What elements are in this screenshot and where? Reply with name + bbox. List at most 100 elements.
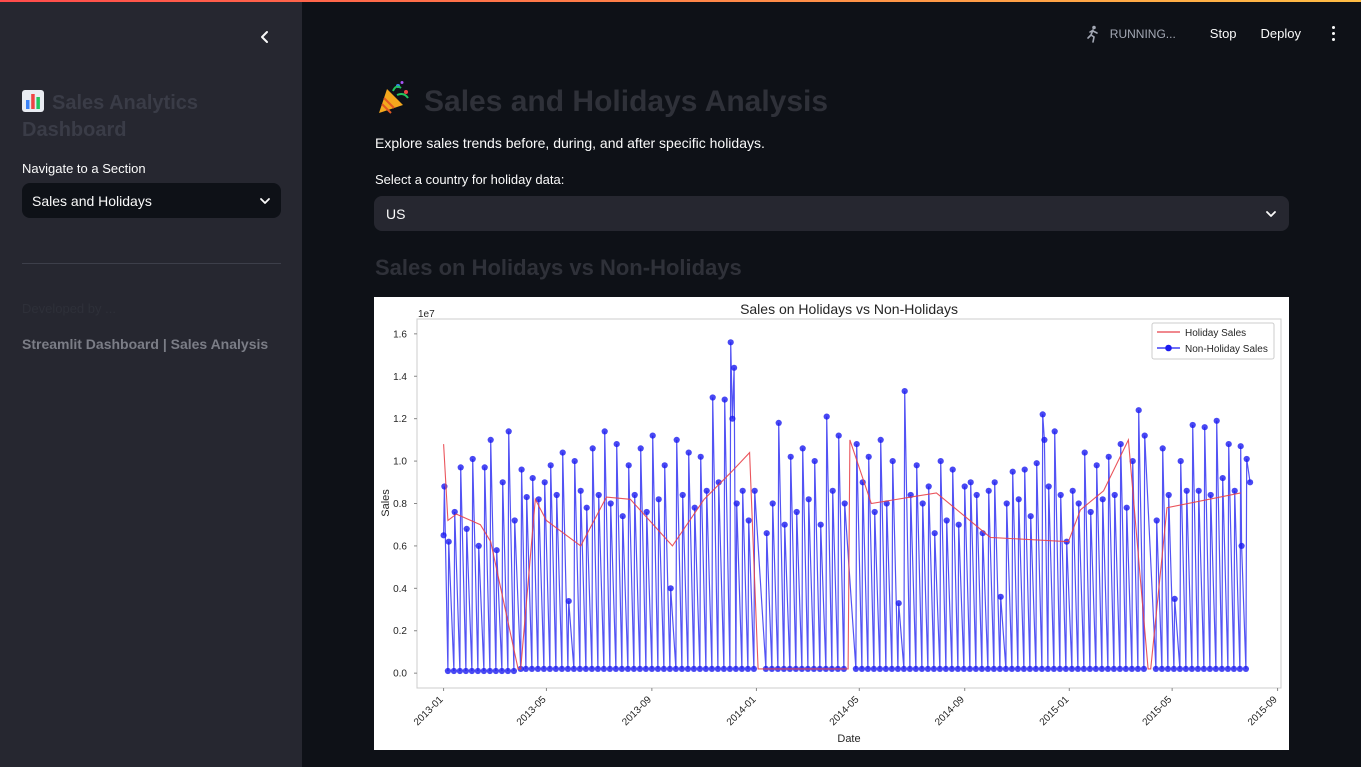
- non-holiday-point: [895, 600, 902, 607]
- x-tick-label: 2013-01: [412, 694, 446, 728]
- non-holiday-point: [511, 517, 518, 524]
- non-holiday-point: [882, 665, 889, 672]
- chart-title: Sales on Holidays vs Non-Holidays: [740, 301, 958, 317]
- non-holiday-point: [529, 475, 536, 482]
- non-holiday-point: [546, 665, 553, 672]
- non-holiday-point: [583, 504, 590, 511]
- y-axis-multiplier: 1e7: [418, 309, 435, 320]
- non-holiday-point: [468, 667, 475, 675]
- sales-holiday-chart: 0.0 0.2 0.4 0.6 0.8 1.0 1.2 1.4 1.6 2013-01 2013-0…: [374, 297, 1289, 750]
- non-holiday-point: [732, 665, 739, 672]
- non-holiday-point: [966, 665, 974, 672]
- chevron-down-icon: [260, 197, 270, 204]
- non-holiday-point: [607, 500, 614, 507]
- non-holiday-point: [744, 665, 751, 672]
- non-holiday-point: [1141, 432, 1148, 439]
- non-holiday-point: [745, 517, 752, 524]
- non-holiday-point: [835, 432, 842, 439]
- non-holiday-point: [1057, 491, 1064, 499]
- non-holiday-point: [924, 665, 932, 672]
- non-holiday-point: [912, 665, 920, 672]
- legend-non-holiday-label: Non-Holiday Sales: [1185, 344, 1268, 355]
- status-indicator: RUNNING...: [1084, 25, 1176, 43]
- non-holiday-point: [775, 419, 782, 426]
- non-holiday-point: [865, 453, 872, 460]
- section-select[interactable]: Sales and Holidays: [22, 183, 281, 218]
- non-holiday-point: [492, 667, 499, 675]
- non-holiday-point: [1104, 665, 1111, 672]
- country-select[interactable]: US: [374, 196, 1289, 231]
- non-holiday-point: [600, 665, 607, 672]
- non-holiday-point: [618, 665, 625, 672]
- non-holiday-point: [1207, 491, 1214, 499]
- non-holiday-point: [973, 491, 980, 499]
- more-menu-icon[interactable]: [1323, 26, 1343, 41]
- non-holiday-point: [642, 665, 649, 672]
- non-holiday-point: [1189, 421, 1196, 429]
- non-holiday-point: [486, 667, 493, 675]
- non-holiday-point: [997, 593, 1004, 600]
- non-holiday-point: [576, 665, 583, 672]
- non-holiday-point: [1014, 665, 1022, 672]
- non-holiday-point: [925, 483, 932, 490]
- deploy-button[interactable]: Deploy: [1260, 26, 1301, 41]
- y-tick-label: 1.2: [393, 414, 407, 425]
- non-holiday-point: [655, 496, 662, 503]
- page-title-text: Sales and Holidays Analysis: [424, 85, 829, 118]
- non-holiday-point: [1122, 665, 1129, 672]
- non-holiday-point: [474, 667, 481, 675]
- non-holiday-point: [481, 464, 488, 471]
- non-holiday-point: [540, 665, 547, 672]
- nav-label: Navigate to a Section: [22, 161, 146, 176]
- non-holiday-point: [1158, 665, 1165, 672]
- non-holiday-point: [498, 667, 505, 675]
- non-holiday-point: [696, 665, 703, 672]
- non-holiday-point: [972, 665, 980, 672]
- non-holiday-point: [1176, 665, 1183, 672]
- non-holiday-point: [1044, 665, 1051, 672]
- non-holiday-point: [535, 496, 542, 503]
- non-holiday-point: [1020, 665, 1027, 672]
- non-holiday-point: [631, 491, 638, 499]
- non-holiday-point: [612, 665, 619, 672]
- non-holiday-point: [541, 479, 548, 486]
- x-tick-label: 2014-01: [725, 694, 759, 728]
- y-tick-label: 1.4: [393, 372, 407, 383]
- non-holiday-point: [1116, 665, 1123, 672]
- non-holiday-point: [799, 445, 806, 452]
- non-holiday-point: [961, 483, 968, 490]
- non-holiday-point: [1182, 665, 1189, 672]
- non-holiday-point: [637, 445, 644, 452]
- y-tick-label: 0.2: [393, 626, 407, 637]
- non-holiday-point: [570, 665, 577, 672]
- chevron-down-icon: [1266, 210, 1276, 217]
- non-holiday-point: [1117, 441, 1124, 448]
- x-tick-label: 2013-09: [620, 694, 654, 728]
- non-holiday-point: [440, 532, 447, 539]
- non-holiday-point: [558, 665, 565, 672]
- non-holiday-point: [1111, 491, 1118, 499]
- non-holiday-point: [1069, 487, 1076, 494]
- non-holiday-point: [1165, 491, 1172, 499]
- non-holiday-point: [445, 538, 452, 545]
- non-holiday-point: [648, 665, 655, 672]
- non-holiday-point: [504, 667, 511, 675]
- non-holiday-point: [1213, 417, 1220, 424]
- y-tick-label: 1.0: [393, 457, 407, 468]
- non-holiday-point: [619, 513, 626, 520]
- non-holiday-point: [888, 665, 896, 672]
- app-title-text: Sales Analytics Dashboard: [22, 92, 199, 141]
- non-holiday-point: [553, 491, 560, 499]
- non-holiday-point: [518, 466, 525, 473]
- non-holiday-point: [450, 667, 457, 675]
- non-holiday-point: [883, 500, 890, 507]
- non-holiday-point: [852, 665, 859, 672]
- stop-button[interactable]: Stop: [1209, 26, 1237, 41]
- chevron-left-icon[interactable]: [254, 26, 276, 48]
- non-holiday-point: [1032, 665, 1039, 672]
- non-holiday-point: [942, 665, 950, 672]
- non-holiday-point: [1087, 508, 1094, 516]
- non-holiday-point: [1038, 665, 1045, 672]
- non-holiday-point: [649, 432, 656, 439]
- non-holiday-point: [727, 339, 734, 346]
